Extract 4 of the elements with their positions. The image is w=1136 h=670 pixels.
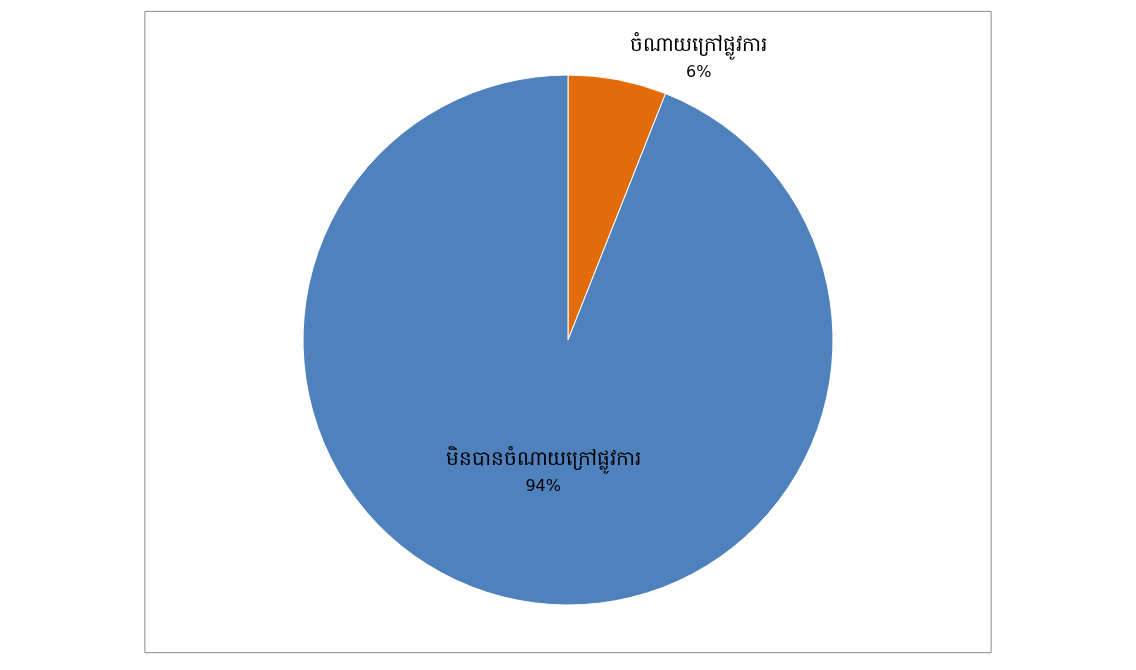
slice-label: ចំណាយក្រៅផ្លូវការ xyxy=(630,30,768,60)
data-label: 94% xyxy=(525,476,561,496)
slice-label: មិនបានចំណាយក្រៅផ្លូវការ xyxy=(445,445,641,475)
data-label: 6% xyxy=(685,61,712,81)
